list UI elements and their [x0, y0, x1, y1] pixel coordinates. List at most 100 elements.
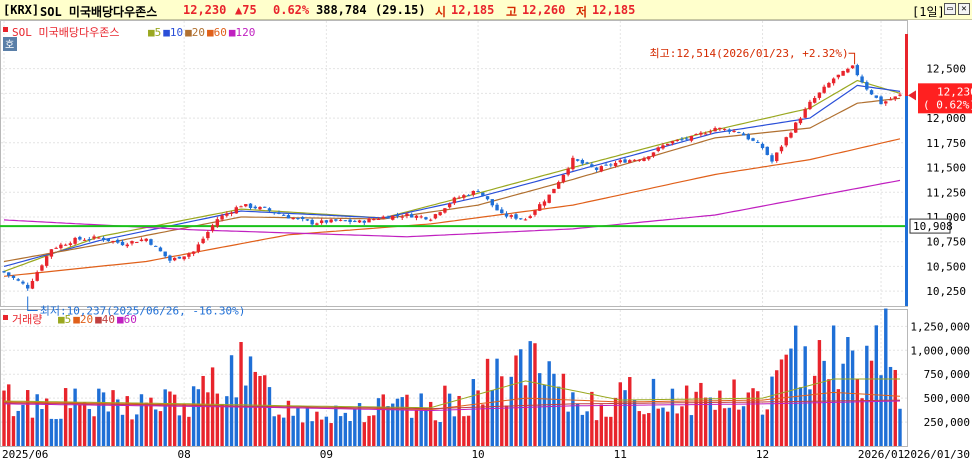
candle	[168, 254, 172, 263]
candle	[30, 278, 35, 290]
candle-body	[357, 220, 362, 223]
candle-body	[504, 213, 509, 217]
volume-bar	[618, 382, 622, 446]
volume-tick-label: 750,000	[924, 368, 970, 381]
candle-body	[561, 174, 566, 183]
volume-bar	[666, 411, 670, 446]
period-selector[interactable]: [1일]	[912, 5, 945, 19]
volume-bar	[87, 408, 92, 446]
volume-bar	[466, 415, 471, 446]
candle-body	[509, 215, 513, 217]
date-tick-label: 10	[471, 448, 484, 461]
candle	[234, 205, 238, 214]
volume-bar	[675, 413, 679, 446]
candle-body	[585, 162, 589, 164]
volume-ratio: (29.15)	[375, 3, 426, 17]
candle-body	[732, 130, 736, 132]
volume-bar	[116, 399, 120, 446]
candle-body	[168, 255, 172, 261]
volume-bar	[353, 408, 357, 446]
candle	[21, 280, 25, 285]
candle-body	[760, 143, 765, 149]
volume-bars	[2, 308, 902, 446]
candle	[428, 218, 433, 222]
close-icon[interactable]: ✕	[958, 3, 970, 15]
candle-body	[694, 133, 698, 135]
grid-lines	[1, 68, 907, 423]
candle	[623, 156, 627, 163]
ma-legend-item: 10	[170, 26, 183, 39]
range-marker-up	[905, 34, 908, 96]
volume-bar	[571, 392, 575, 446]
candle	[73, 236, 77, 246]
volume-bar	[296, 407, 300, 446]
volume-bar	[874, 325, 878, 446]
candle-body	[647, 156, 651, 160]
candle-body	[329, 219, 333, 223]
candle	[111, 240, 115, 244]
stock-chart[interactable]: 10,25010,50010,75011,00011,25011,50011,7…	[0, 20, 972, 461]
candle	[101, 236, 106, 242]
candle	[2, 270, 6, 274]
candle	[770, 153, 774, 164]
volume-bar	[760, 414, 765, 446]
volume-tick-label: 250,000	[924, 416, 970, 429]
candle	[305, 219, 310, 222]
candle	[485, 196, 490, 201]
candle-body	[599, 166, 604, 172]
ma-legend-marker: ■	[229, 26, 236, 39]
price-axis: 10,25010,50010,75011,00011,25011,50011,7…	[926, 63, 966, 299]
candle-body	[82, 239, 87, 241]
volume-bar	[16, 410, 20, 446]
price-panel[interactable]	[0, 20, 908, 307]
candle	[808, 99, 812, 111]
candle	[187, 252, 191, 260]
candle	[400, 214, 404, 220]
candle	[637, 159, 641, 162]
volume-bar	[49, 418, 54, 446]
candle-body	[348, 219, 352, 223]
price-tick-label: 11,250	[926, 186, 966, 199]
volume-bar	[215, 393, 220, 446]
candle-body	[794, 122, 798, 133]
volume-bar	[803, 346, 807, 446]
ticker-name: SOL 미국배당다우존스	[40, 5, 158, 19]
candle-body	[116, 239, 120, 243]
volume-bar	[898, 408, 902, 446]
candle-body	[206, 232, 210, 239]
date-tick-label: 08	[178, 448, 191, 461]
low-value: 12,185	[592, 3, 636, 17]
candle	[177, 256, 182, 259]
volume-bar	[817, 340, 822, 446]
minimize-icon[interactable]: ▭	[944, 3, 956, 15]
volume-bar	[40, 408, 44, 446]
candle-body	[846, 68, 850, 73]
date-tick-label: 11	[614, 448, 627, 461]
candle-body	[784, 137, 788, 146]
candle	[310, 218, 314, 227]
volume-ma-legend-item: 40	[102, 313, 115, 326]
price-tick-label: 10,250	[926, 285, 966, 298]
candle	[329, 218, 333, 224]
candle	[324, 219, 329, 225]
volume-ma-line-20	[4, 391, 901, 411]
ho-button[interactable]	[3, 37, 17, 51]
volume-bar	[585, 411, 589, 446]
current-price-tag-change: ( 0.62%)	[923, 98, 972, 111]
candle-body	[481, 192, 485, 196]
candle	[116, 238, 120, 244]
volume-bar	[310, 421, 314, 446]
volume-bar	[97, 388, 101, 446]
candle	[760, 142, 765, 150]
volume-bar	[30, 417, 35, 446]
candle-body	[865, 82, 869, 90]
candle	[798, 116, 803, 125]
candle	[632, 159, 637, 162]
candle	[291, 217, 295, 220]
candle-body	[343, 220, 348, 222]
volume-bar	[144, 402, 148, 446]
volume-bar	[708, 397, 713, 446]
candle	[713, 126, 717, 132]
volume-bar	[248, 356, 253, 446]
volume-bar	[703, 397, 708, 446]
